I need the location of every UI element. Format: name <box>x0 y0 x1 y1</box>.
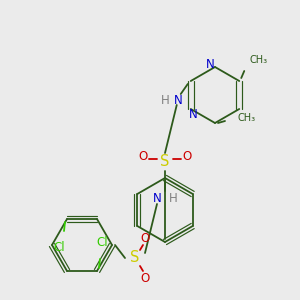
Text: H: H <box>169 193 177 206</box>
Text: N: N <box>188 107 197 121</box>
Text: S: S <box>130 250 140 266</box>
Text: O: O <box>138 151 148 164</box>
Text: O: O <box>140 272 150 284</box>
Text: O: O <box>140 232 150 244</box>
Text: CH₃: CH₃ <box>249 55 267 65</box>
Text: N: N <box>206 58 214 70</box>
Text: H: H <box>160 94 169 107</box>
Text: N: N <box>173 94 182 107</box>
Text: Cl: Cl <box>96 236 108 250</box>
Text: Cl: Cl <box>53 241 65 254</box>
Text: S: S <box>160 154 170 169</box>
Text: O: O <box>182 151 192 164</box>
Text: N: N <box>153 193 161 206</box>
Text: CH₃: CH₃ <box>238 113 256 123</box>
